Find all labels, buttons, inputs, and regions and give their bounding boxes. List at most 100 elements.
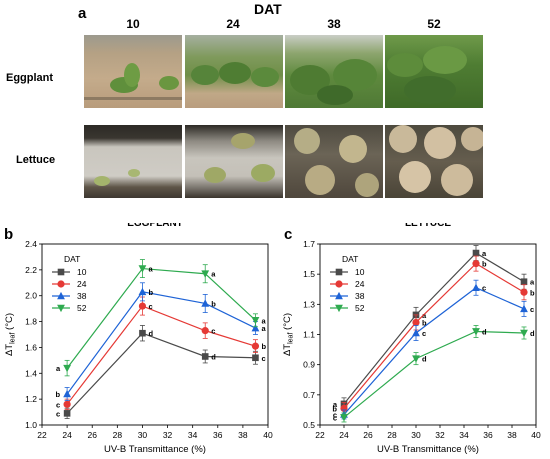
x-tick-label: 34 xyxy=(459,430,469,440)
data-point xyxy=(472,328,480,336)
significance-letter: b xyxy=(332,404,337,413)
legend-marker xyxy=(57,291,65,300)
panel-a-label: a xyxy=(78,5,87,22)
y-tick-label: 0.9 xyxy=(303,360,315,370)
panel-b-label: b xyxy=(4,226,14,243)
data-point xyxy=(139,329,146,337)
significance-letter: c xyxy=(333,410,337,419)
significance-letter: a xyxy=(482,249,487,258)
plot-frame xyxy=(41,243,269,426)
y-tick-label: 1.7 xyxy=(303,239,315,249)
photo-eggplant-10 xyxy=(84,35,182,108)
legend-marker xyxy=(57,304,65,313)
x-tick-label: 38 xyxy=(507,430,517,440)
significance-letter: b xyxy=(211,299,216,308)
significance-letter: a xyxy=(530,278,535,287)
x-tick-label: 30 xyxy=(138,430,148,440)
y-tick-label: 2.4 xyxy=(25,239,37,249)
significance-letter: b xyxy=(530,288,535,297)
data-point xyxy=(63,364,72,373)
y-tick-label: 1.1 xyxy=(303,330,315,340)
y-tick-label: 0.5 xyxy=(303,420,315,430)
data-point xyxy=(251,342,260,350)
y-tick-label: 2.0 xyxy=(25,291,37,301)
legend-marker xyxy=(335,268,343,276)
significance-letter: a xyxy=(148,265,153,274)
y-axis-label-unit: (°C) xyxy=(282,313,293,333)
significance-letter: d xyxy=(482,327,487,336)
lettuce-24-plants xyxy=(204,133,275,183)
legend-title: DAT xyxy=(64,254,80,264)
x-tick-label: 26 xyxy=(363,430,373,440)
series-line xyxy=(343,287,525,415)
eggplant-10-plants xyxy=(84,63,182,100)
y-axis-label-subscript: leaf xyxy=(10,333,17,344)
x-tick-label: 38 xyxy=(238,430,248,440)
significance-letter: c xyxy=(148,302,152,311)
data-point xyxy=(251,316,260,325)
series-line xyxy=(66,332,256,414)
significance-letter: a xyxy=(211,270,216,279)
series-line xyxy=(66,267,256,369)
y-axis-label-symbol: ΔT xyxy=(282,344,293,356)
significance-letter: d xyxy=(148,329,153,338)
significance-letter: c xyxy=(261,354,265,363)
series-line xyxy=(343,262,525,409)
legend-label: 52 xyxy=(77,303,87,313)
significance-letter: c xyxy=(211,327,215,336)
significance-letter: c xyxy=(56,400,60,409)
x-tick-label: 40 xyxy=(531,430,541,440)
data-point xyxy=(472,249,480,257)
photo-lettuce-24 xyxy=(185,125,283,198)
y-tick-label: 2.2 xyxy=(25,265,37,275)
y-axis-label: ΔTleaf (°C) xyxy=(282,313,295,356)
data-point xyxy=(138,302,147,310)
column-header-10: 10 xyxy=(126,17,140,31)
lettuce-52-plants xyxy=(389,125,483,196)
significance-letter: c xyxy=(530,305,534,314)
data-point xyxy=(520,304,528,313)
legend-marker xyxy=(57,268,65,276)
significance-letter: b xyxy=(261,342,266,351)
data-point xyxy=(63,410,71,417)
lettuce-chart: LETTUCE 22 24 26 28 30 32 34 36 38 40 0.5 0.7 0.9 1.1 1… xyxy=(282,223,541,455)
legend-marker xyxy=(335,291,343,300)
y-tick-label: 1.4 xyxy=(25,368,37,378)
legend-label: 38 xyxy=(355,291,365,301)
legend-marker xyxy=(335,280,343,288)
data-point xyxy=(520,288,528,296)
x-tick-label: 22 xyxy=(315,430,325,440)
row-header-eggplant: Eggplant xyxy=(6,72,54,84)
y-tick-label: 1.3 xyxy=(303,299,315,309)
photo-eggplant-52 xyxy=(385,35,483,108)
data-point xyxy=(201,353,209,360)
data-point xyxy=(201,327,209,335)
significance-letter: b xyxy=(482,260,487,269)
data-point xyxy=(520,278,528,286)
y-tick-label: 1.2 xyxy=(25,394,37,404)
x-tick-label: 36 xyxy=(483,430,493,440)
legend-label: 10 xyxy=(355,267,365,277)
data-point xyxy=(412,355,420,363)
significance-letter: b xyxy=(148,288,153,297)
column-header-38: 38 xyxy=(327,17,341,31)
series-line xyxy=(66,291,256,395)
photo-eggplant-38 xyxy=(285,35,383,108)
eggplant-24-plants xyxy=(191,62,279,87)
significance-letter: c xyxy=(333,413,337,422)
photo-eggplant-24 xyxy=(185,35,283,108)
significance-letter: c xyxy=(422,329,426,338)
data-point xyxy=(472,260,480,268)
x-tick-label: 32 xyxy=(435,430,445,440)
row-header-lettuce: Lettuce xyxy=(16,154,56,166)
y-tick-label: 1.5 xyxy=(303,269,315,279)
significance-letter: a xyxy=(56,364,61,373)
y-tick-label: 1.8 xyxy=(25,317,37,327)
data-point xyxy=(412,318,420,327)
significance-letter: c xyxy=(56,409,60,418)
data-point xyxy=(251,323,260,332)
y-axis-label-symbol: ΔT xyxy=(4,344,15,356)
x-tick-label: 40 xyxy=(263,430,273,440)
significance-letter: a xyxy=(261,316,266,325)
x-tick-label: 28 xyxy=(113,430,123,440)
